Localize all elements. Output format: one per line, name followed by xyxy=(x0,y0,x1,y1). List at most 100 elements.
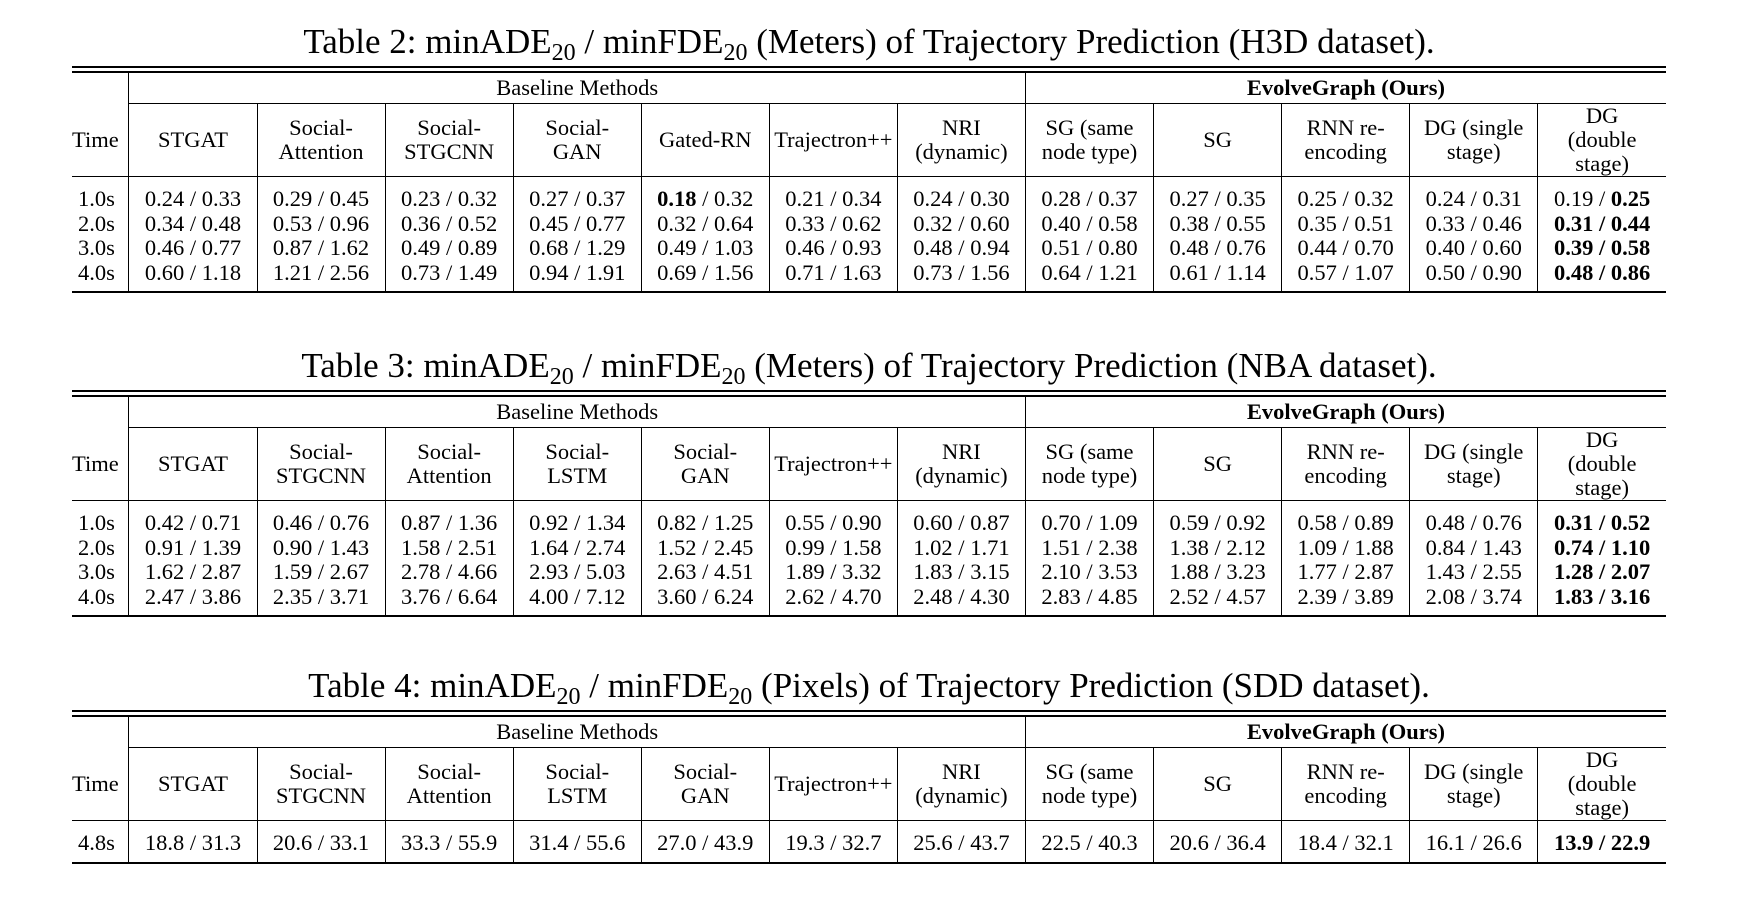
column-header: Social- Attention xyxy=(384,427,514,501)
result-cell: 1.89 / 3.32 xyxy=(768,559,898,585)
ade-value: 1.62 xyxy=(144,559,185,584)
ade-value: 0.99 xyxy=(785,534,825,560)
fde-value: 0.89 xyxy=(1354,510,1394,535)
separator: / xyxy=(312,186,330,211)
ade-value: 0.60 xyxy=(913,510,953,535)
result-cell: 0.33 / 0.46 xyxy=(1409,210,1538,236)
separator: / xyxy=(440,559,458,584)
fde-value: 0.76 xyxy=(1226,235,1266,260)
separator: / xyxy=(696,235,715,260)
separator: / xyxy=(696,559,715,584)
ade-value: 1.02 xyxy=(913,534,953,560)
fde-value: 0.46 xyxy=(1482,210,1522,236)
result-cell: 0.27 / 0.37 xyxy=(512,186,642,212)
fde-value: 0.62 xyxy=(842,210,882,236)
ade-value: 0.45 xyxy=(529,210,569,236)
result-cell: 0.48 / 0.76 xyxy=(1153,235,1282,261)
result-cell: 0.46 / 0.77 xyxy=(128,235,257,261)
result-cell: 1.58 / 2.51 xyxy=(384,534,514,560)
fde-value: 1.34 xyxy=(585,510,626,535)
ade-value: 18.4 xyxy=(1297,830,1337,855)
fde-value: 1.88 xyxy=(1354,534,1394,560)
result-cell: 0.84 / 1.43 xyxy=(1409,535,1538,560)
fde-value: 1.07 xyxy=(1354,259,1394,285)
ade-value: 0.39 xyxy=(1554,235,1594,260)
ade-value: 0.23 xyxy=(400,186,441,211)
separator: / xyxy=(440,534,458,560)
ade-value: 1.64 xyxy=(529,534,569,560)
column-header-row: Time STGAT Social- Attention Social- STGCNN So… xyxy=(72,103,1666,177)
fde-value: 0.87 xyxy=(970,510,1010,535)
separator: / xyxy=(184,210,202,236)
ade-value: 0.21 xyxy=(785,186,825,211)
title-text: (Pixels) of Trajectory Prediction (SDD d… xyxy=(752,666,1430,705)
result-cell: 0.40 / 0.58 xyxy=(1024,211,1154,236)
fde-value: 3.16 xyxy=(1610,583,1651,609)
title-text: Table 2: minADE xyxy=(303,22,552,61)
result-cell: 0.49 / 0.89 xyxy=(384,235,514,261)
separator: / xyxy=(440,583,458,609)
fde-value: 0.35 xyxy=(1226,186,1266,211)
ade-value: 0.94 xyxy=(529,259,569,285)
column-header: NRI (dynamic) xyxy=(896,427,1026,501)
time-value: 3.0s xyxy=(78,235,115,260)
title-text: / minFDE xyxy=(573,346,722,385)
column-header: Social- STGCNN xyxy=(256,747,386,821)
fde-value: 32.7 xyxy=(842,830,882,855)
title-subscript: 20 xyxy=(723,40,748,66)
separator: / xyxy=(952,259,971,285)
ade-value: 27.0 xyxy=(657,830,697,855)
fde-value: 0.58 xyxy=(1610,235,1651,260)
ade-value: 0.59 xyxy=(1169,510,1209,535)
column-header: DG (single stage) xyxy=(1409,427,1538,501)
ade-value: 0.87 xyxy=(400,510,441,535)
ade-value: 0.69 xyxy=(657,259,697,285)
separator: / xyxy=(696,534,715,560)
separator: / xyxy=(1208,534,1227,560)
fde-value: 0.96 xyxy=(329,210,370,236)
table-title: Table 3: minADE20 / minFDE20 (Meters) of… xyxy=(72,346,1666,390)
result-cell: 0.73 / 1.56 xyxy=(896,259,1026,285)
separator: / xyxy=(1593,510,1611,535)
group-baseline-label: Baseline Methods xyxy=(128,397,1026,428)
ade-value: 13.9 xyxy=(1554,830,1594,855)
separator: / xyxy=(1336,259,1355,285)
separator: / xyxy=(952,583,971,609)
separator: / xyxy=(1464,186,1483,211)
fde-value: 55.9 xyxy=(457,830,498,855)
column-header: Social- GAN xyxy=(512,103,642,177)
fde-value: 0.71 xyxy=(201,510,242,535)
result-cell: 0.51 / 0.80 xyxy=(1024,235,1154,261)
ade-value: 0.46 xyxy=(144,235,185,260)
result-cell: 0.21 / 0.34 xyxy=(768,186,898,212)
ade-value: 31.4 xyxy=(529,830,569,855)
separator: / xyxy=(824,186,843,211)
separator: / xyxy=(1336,210,1355,236)
result-cell: 0.31 / 0.52 xyxy=(1537,510,1666,536)
ade-value: 0.32 xyxy=(657,210,697,236)
result-cell: 0.24 / 0.30 xyxy=(896,186,1026,212)
title-subscript: 20 xyxy=(556,684,581,710)
separator: / xyxy=(696,510,715,535)
ade-value: 1.83 xyxy=(1554,583,1594,609)
fde-value: 36.4 xyxy=(1226,830,1266,855)
separator: / xyxy=(824,235,843,260)
result-cell: 1.21 / 2.56 xyxy=(256,260,386,285)
ade-value: 0.61 xyxy=(1169,259,1209,285)
fde-value: 1.58 xyxy=(842,534,882,560)
title-text: Table 4: minADE xyxy=(308,666,557,705)
fde-value: 1.36 xyxy=(457,510,498,535)
ade-value: 0.34 xyxy=(144,210,185,236)
fde-value: 1.29 xyxy=(585,235,626,260)
group-baseline-label: Baseline Methods xyxy=(128,717,1026,748)
separator: / xyxy=(184,830,202,855)
fde-value: 0.37 xyxy=(1098,186,1138,211)
column-header: RNN re-encoding xyxy=(1281,103,1410,177)
separator: / xyxy=(696,583,715,609)
header-separator xyxy=(72,500,1666,511)
fde-value: 6.24 xyxy=(714,583,754,609)
ade-value: 0.60 xyxy=(144,259,185,285)
ade-value: 1.83 xyxy=(913,559,953,584)
result-cell: 1.77 / 2.87 xyxy=(1281,559,1410,585)
separator: / xyxy=(568,830,586,855)
